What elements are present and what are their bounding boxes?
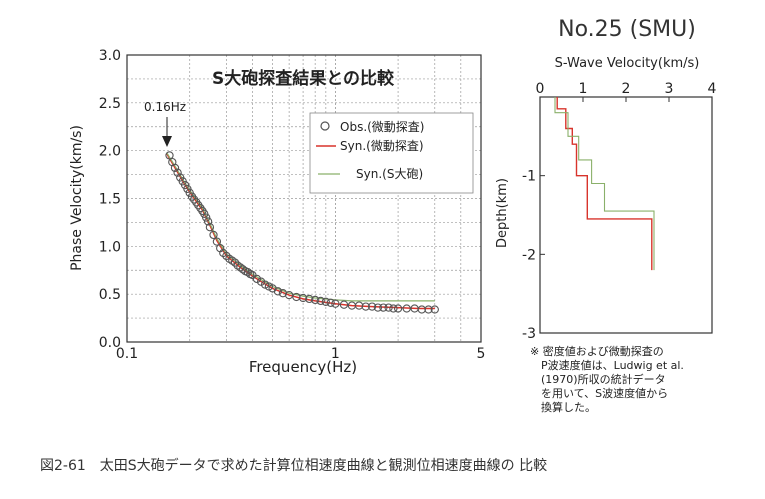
obs-point xyxy=(331,299,340,308)
legend-label-obs: Obs.(微動探査) xyxy=(340,120,425,134)
obs-point xyxy=(203,217,213,226)
obs-point xyxy=(273,287,283,296)
right-y-axis-label: Depth(km) xyxy=(495,178,510,248)
obs-point xyxy=(373,303,383,312)
obs-point xyxy=(402,304,411,313)
footnote-line: P波速度値は、Ludwig et al. xyxy=(541,359,684,372)
obs-point xyxy=(389,304,398,313)
legend: Obs.(微動探査) Syn.(微動探査) Syn.(S大砲) xyxy=(309,112,474,194)
obs-point xyxy=(379,303,388,312)
left-y-tick-label: 2.5 xyxy=(99,96,121,112)
annotation-016hz: 0.16Hz xyxy=(144,100,186,114)
obs-point xyxy=(417,305,426,314)
right-x-axis-label: S-Wave Velocity(km/s) xyxy=(555,56,700,71)
velocity-profile-microtremor xyxy=(556,97,653,271)
obs-point xyxy=(326,298,335,307)
right-x-tick-label: 1 xyxy=(579,81,588,97)
right-series-layer xyxy=(554,97,655,271)
legend-label-syn-mic: Syn.(微動探査) xyxy=(340,139,424,153)
obs-point xyxy=(430,305,439,314)
right-y-tick-label: -1 xyxy=(522,169,536,185)
series-line-syn-s-cannon xyxy=(166,152,435,302)
right-x-tick-label: 2 xyxy=(622,81,631,97)
right-y-tick-label: -3 xyxy=(522,326,536,342)
left-y-ticks: 0.0 0.5 1.0 1.5 2.0 2.5 3.0 xyxy=(99,48,121,351)
obs-point xyxy=(228,256,237,265)
obs-point xyxy=(298,293,308,303)
right-y-ticks: -1 -2 -3 xyxy=(522,169,545,342)
right-x-tick-label: 0 xyxy=(536,81,545,97)
obs-point xyxy=(243,268,252,277)
left-chart-title: S大砲探査結果との比較 xyxy=(212,68,395,89)
footnote-line: (1970)所収の統計データ xyxy=(541,373,666,386)
left-y-tick-label: 1.5 xyxy=(99,192,121,208)
left-y-tick-label: 1.0 xyxy=(99,239,121,255)
obs-point xyxy=(170,163,180,173)
obs-point xyxy=(321,297,330,306)
obs-point xyxy=(189,195,199,204)
left-plot-frame xyxy=(126,54,482,343)
obs-point xyxy=(205,223,215,232)
left-y-tick-label: 0.0 xyxy=(99,335,121,351)
obs-point xyxy=(393,304,403,313)
left-y-tick-label: 0.5 xyxy=(99,287,121,303)
footnote-line: 換算した。 xyxy=(541,401,596,414)
left-x-ticks: 0.1 1 5 xyxy=(116,346,486,362)
obs-point xyxy=(316,296,325,306)
obs-point xyxy=(165,151,174,160)
right-x-tick-label: 3 xyxy=(665,81,674,97)
footnote-line: を用いて、S波速度値から xyxy=(541,387,669,400)
obs-point xyxy=(424,305,433,314)
left-x-axis-label: Frequency(Hz) xyxy=(249,358,357,376)
obs-point xyxy=(367,302,377,311)
obs-point xyxy=(209,230,218,240)
velocity-profile-s-cannon xyxy=(554,97,655,271)
left-series-layer xyxy=(165,151,439,314)
obs-point xyxy=(252,274,262,284)
obs-point xyxy=(260,280,270,289)
right-plot-frame xyxy=(539,96,713,334)
obs-point xyxy=(230,258,240,267)
obs-point xyxy=(202,213,211,222)
left-x-tick-label: 1 xyxy=(331,346,340,362)
obs-point xyxy=(200,209,209,218)
obs-point xyxy=(305,294,314,304)
right-chart-title: No.25 (SMU) xyxy=(558,17,696,42)
obs-point xyxy=(384,303,393,312)
right-x-ticks: 0 1 2 3 4 xyxy=(536,81,717,102)
legend-marker-obs xyxy=(320,121,330,131)
left-x-tick-label: 5 xyxy=(477,346,486,362)
obs-point xyxy=(284,290,294,300)
legend-label-syn-s: Syn.(S大砲) xyxy=(356,167,423,181)
obs-point xyxy=(173,168,182,177)
footnote-line: ※ 密度値および微動探査の xyxy=(530,345,664,358)
right-y-tick-label: -2 xyxy=(522,247,536,263)
left-x-tick-label: 0.1 xyxy=(116,346,138,362)
right-x-tick-label: 4 xyxy=(708,81,717,97)
annotation-arrow xyxy=(162,117,172,147)
footnote: ※ 密度値および微動探査の P波速度値は、Ludwig et al. (1970… xyxy=(530,345,760,415)
legend-box xyxy=(309,112,474,194)
figure-caption: 図2-61 太田S大砲データで求めた計算位相速度曲線と観測位相速度曲線の 比較 xyxy=(40,458,548,474)
obs-point xyxy=(212,237,222,246)
obs-point xyxy=(361,302,370,311)
left-y-tick-label: 2.0 xyxy=(99,144,121,160)
obs-point xyxy=(311,295,320,305)
obs-point xyxy=(222,251,231,261)
left-y-axis-label: Phase Velocity(km/s) xyxy=(69,125,85,271)
left-y-tick-label: 3.0 xyxy=(99,48,121,64)
obs-point xyxy=(339,300,349,309)
